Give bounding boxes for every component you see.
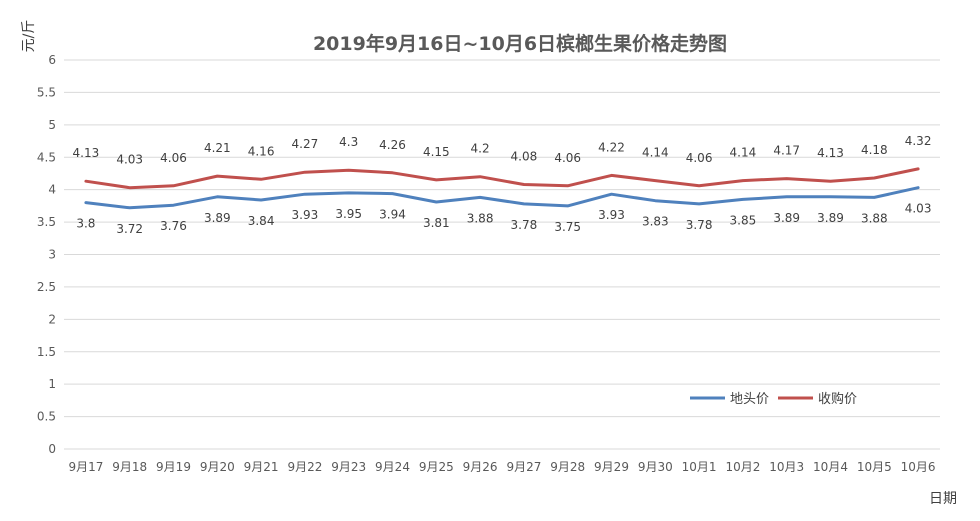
data-label-series-2: 4.17 [773,144,800,158]
x-tick-label: 10月4 [813,460,848,474]
legend-label-series-1: 地头价 [730,392,769,407]
y-tick-label: 4.5 [37,150,56,164]
x-tick-label: 9月17 [68,460,103,474]
data-label-series-1: 3.93 [598,208,625,222]
y-axis-title: 元/斤 [21,20,37,53]
data-label-series-2: 4.16 [248,144,275,158]
data-label-series-2: 4.2 [471,142,490,156]
x-tick-label: 9月27 [506,460,541,474]
x-tick-label: 9月29 [594,460,629,474]
data-label-series-2: 4.13 [817,146,844,160]
y-tick-label: 6 [48,53,56,67]
x-tick-label: 9月30 [638,460,673,474]
x-tick-label: 10月3 [769,460,804,474]
x-tick-label: 9月22 [287,460,322,474]
y-tick-label: 4 [48,183,56,197]
data-label-series-1: 4.03 [905,202,932,216]
data-label-series-1: 3.94 [379,208,406,222]
y-tick-label: 0 [48,442,56,456]
data-label-series-2: 4.14 [730,146,757,160]
data-label-series-2: 4.08 [511,149,538,163]
data-label-series-1: 3.72 [116,222,143,236]
data-label-series-1: 3.84 [248,214,275,228]
x-tick-label: 10月1 [682,460,717,474]
data-label-series-2: 4.14 [642,146,669,160]
y-tick-label: 0.5 [37,410,56,424]
x-tick-label: 10月2 [725,460,760,474]
data-label-series-2: 4.06 [686,151,713,165]
y-tick-label: 5 [48,118,56,132]
data-label-series-2: 4.18 [861,143,888,157]
x-tick-label: 9月28 [550,460,585,474]
data-label-series-2: 4.26 [379,138,406,152]
series-line-1 [84,186,920,210]
x-tick-label: 10月5 [857,460,892,474]
x-tick-label: 9月24 [375,460,410,474]
y-tick-label: 1.5 [37,345,56,359]
data-label-series-2: 4.13 [73,146,100,160]
data-label-series-1: 3.76 [160,219,187,233]
data-label-series-1: 3.89 [817,211,844,225]
data-label-series-2: 4.27 [292,137,319,151]
data-label-series-2: 4.15 [423,145,450,159]
data-label-series-1: 3.78 [686,218,713,232]
y-tick-label: 2 [48,312,56,326]
x-tick-label: 9月18 [112,460,147,474]
x-axis-title: 日期 [929,491,957,507]
x-tick-label: 9月26 [463,460,498,474]
y-tick-label: 3 [48,248,56,262]
data-label-series-1: 3.78 [511,218,538,232]
data-label-series-2: 4.03 [116,153,143,167]
x-tick-label: 9月20 [200,460,235,474]
data-label-series-2: 4.21 [204,141,231,155]
data-label-series-2: 4.3 [339,135,358,149]
y-tick-label: 1 [48,377,56,391]
y-tick-label: 5.5 [37,85,56,99]
legend: 地头价 收购价 [690,391,857,407]
data-label-series-1: 3.89 [773,211,800,225]
y-tick-label: 2.5 [37,280,56,294]
x-tick-label: 9月23 [331,460,366,474]
data-label-series-1: 3.88 [861,211,888,225]
data-label-series-2: 4.32 [905,134,932,148]
data-label-series-2: 4.06 [160,151,187,165]
x-tick-label: 9月19 [156,460,191,474]
series-line-2 [84,167,920,190]
data-label-series-1: 3.95 [335,207,362,221]
data-label-series-1: 3.81 [423,216,450,230]
data-label-series-2: 4.22 [598,140,625,154]
legend-label-series-2: 收购价 [818,391,857,407]
x-tick-label: 9月25 [419,460,454,474]
data-label-series-1: 3.93 [292,208,319,222]
data-label-series-2: 4.06 [554,151,581,165]
chart-title: 2019年9月16日~10月6日槟榔生果价格走势图 [313,32,727,55]
data-label-series-1: 3.8 [76,217,95,231]
data-label-series-1: 3.89 [204,211,231,225]
data-label-series-1: 3.83 [642,215,669,229]
data-label-series-1: 3.88 [467,211,494,225]
y-tick-label: 3.5 [37,215,56,229]
data-label-series-1: 3.85 [730,213,757,227]
x-tick-label: 9月21 [244,460,279,474]
data-label-series-1: 3.75 [554,220,581,234]
x-tick-label: 10月6 [901,460,936,474]
